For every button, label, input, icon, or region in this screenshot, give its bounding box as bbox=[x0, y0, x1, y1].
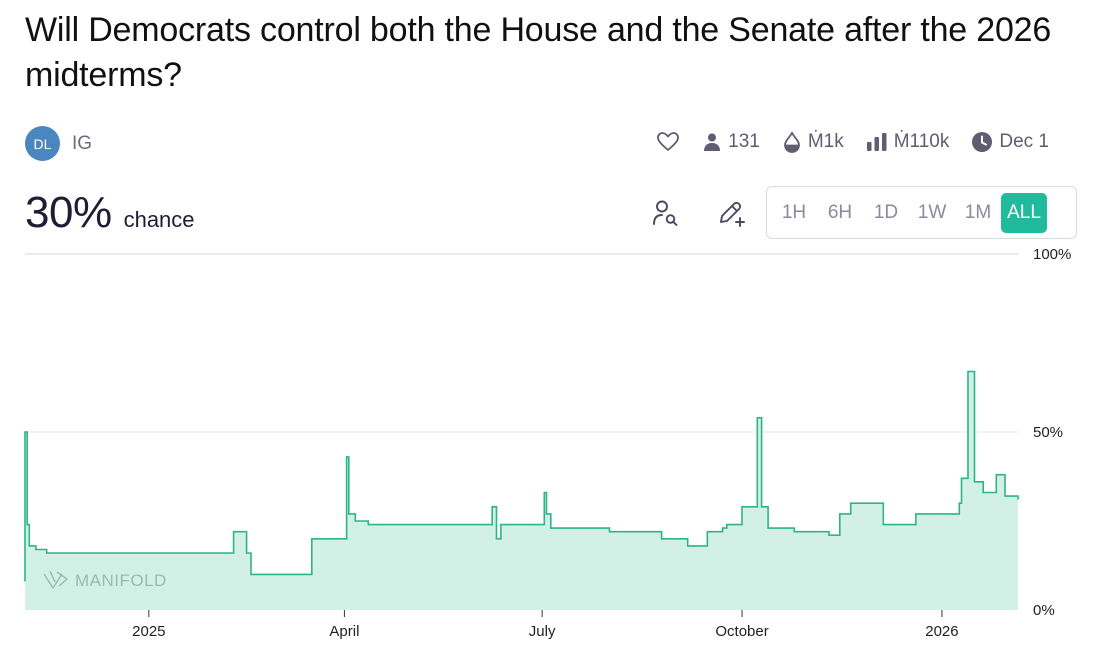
manifold-watermark: MANIFOLD bbox=[43, 570, 167, 590]
droplet-icon bbox=[783, 131, 800, 153]
close-date-stat[interactable]: Dec 1 bbox=[971, 131, 1049, 153]
ytick-50: 50% bbox=[1033, 424, 1063, 441]
probability-area bbox=[25, 371, 1018, 610]
manifold-logo-icon bbox=[43, 570, 69, 590]
probability-chart[interactable]: 100% 50% 0% 2025 April July October 2026 MAN… bbox=[0, 240, 1106, 648]
range-1m[interactable]: 1M bbox=[964, 201, 992, 223]
market-title: Will Democrats control both the House an… bbox=[25, 11, 1052, 94]
xtick-label: October bbox=[715, 623, 768, 640]
creator-name[interactable]: IG bbox=[72, 132, 93, 154]
follow-button[interactable] bbox=[656, 130, 680, 154]
person-icon bbox=[704, 133, 721, 151]
heart-icon bbox=[657, 132, 680, 151]
ytick-100: 100% bbox=[1033, 246, 1071, 263]
xtick-label: July bbox=[529, 623, 556, 640]
close-date: Dec 1 bbox=[999, 131, 1049, 152]
search-trader-button[interactable] bbox=[650, 198, 680, 228]
traders-count: 131 bbox=[728, 131, 760, 152]
range-1w[interactable]: 1W bbox=[917, 201, 947, 223]
probability-label: chance bbox=[123, 207, 195, 232]
range-1d[interactable]: 1D bbox=[873, 201, 899, 223]
range-all[interactable]: ALL bbox=[1001, 192, 1047, 233]
watermark-text: MANIFOLD bbox=[75, 571, 167, 590]
xtick-label: April bbox=[329, 623, 359, 640]
clock-icon bbox=[972, 132, 993, 152]
bar-chart-icon bbox=[866, 133, 887, 151]
creator-info[interactable]: DL IG bbox=[25, 126, 92, 161]
probability-line bbox=[24, 370, 1019, 582]
time-range-selector: 1H 6H 1D 1W 1M ALL bbox=[766, 186, 1077, 239]
search-person-icon bbox=[653, 200, 678, 226]
range-1h[interactable]: 1H bbox=[781, 201, 807, 223]
traders-stat[interactable]: 131 bbox=[702, 131, 760, 153]
ytick-0: 0% bbox=[1033, 602, 1055, 619]
xtick-label: 2026 bbox=[925, 623, 958, 640]
liquidity-stat[interactable]: Ṁ1k bbox=[782, 131, 844, 153]
range-6h[interactable]: 6H bbox=[827, 201, 853, 223]
probability-value: 30% bbox=[25, 188, 112, 237]
edit-pencil-icon bbox=[720, 201, 745, 227]
volume-value: Ṁ110k bbox=[893, 131, 950, 152]
add-annotation-button[interactable] bbox=[716, 198, 746, 228]
market-stats: 131 Ṁ1k Ṁ110k Dec 1 bbox=[656, 130, 1049, 154]
xtick-label: 2025 bbox=[132, 623, 165, 640]
liquidity-value: Ṁ1k bbox=[807, 131, 844, 152]
volume-stat[interactable]: Ṁ110k bbox=[866, 131, 950, 153]
probability-display: 30% chance bbox=[25, 188, 195, 238]
avatar[interactable]: DL bbox=[25, 126, 60, 161]
